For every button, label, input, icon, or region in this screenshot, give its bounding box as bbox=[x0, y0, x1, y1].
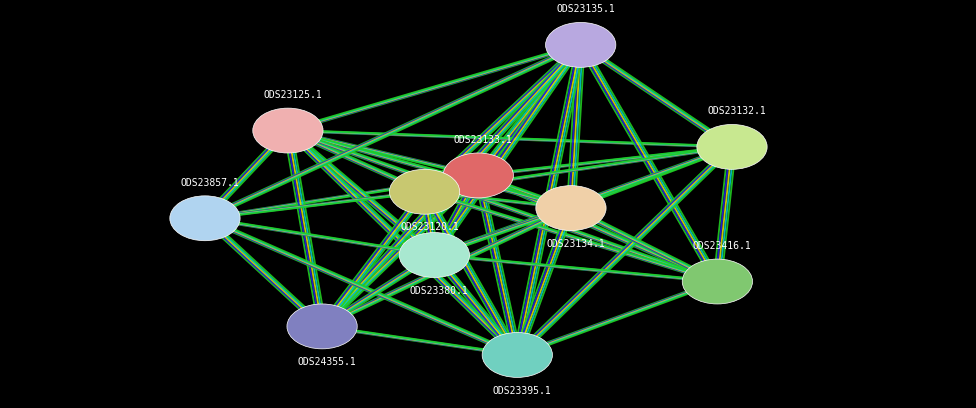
Text: ODS23120.1: ODS23120.1 bbox=[400, 222, 459, 233]
Ellipse shape bbox=[170, 196, 240, 241]
Ellipse shape bbox=[399, 233, 469, 277]
Text: ODS23857.1: ODS23857.1 bbox=[181, 177, 239, 188]
Ellipse shape bbox=[482, 333, 552, 377]
Text: ODS23132.1: ODS23132.1 bbox=[708, 106, 766, 116]
Text: ODS23395.1: ODS23395.1 bbox=[493, 386, 551, 396]
Ellipse shape bbox=[253, 108, 323, 153]
Text: ODS23135.1: ODS23135.1 bbox=[556, 4, 615, 14]
Ellipse shape bbox=[443, 153, 513, 198]
Text: ODS23380.1: ODS23380.1 bbox=[410, 286, 468, 296]
Ellipse shape bbox=[546, 22, 616, 67]
Ellipse shape bbox=[389, 169, 460, 214]
Ellipse shape bbox=[536, 186, 606, 231]
Text: ODS23133.1: ODS23133.1 bbox=[454, 135, 512, 145]
Ellipse shape bbox=[287, 304, 357, 349]
Text: ODS23416.1: ODS23416.1 bbox=[693, 241, 752, 251]
Text: ODS23134.1: ODS23134.1 bbox=[547, 239, 605, 249]
Text: ODS24355.1: ODS24355.1 bbox=[298, 357, 356, 367]
Ellipse shape bbox=[682, 259, 752, 304]
Text: ODS23125.1: ODS23125.1 bbox=[264, 90, 322, 100]
Ellipse shape bbox=[697, 124, 767, 169]
